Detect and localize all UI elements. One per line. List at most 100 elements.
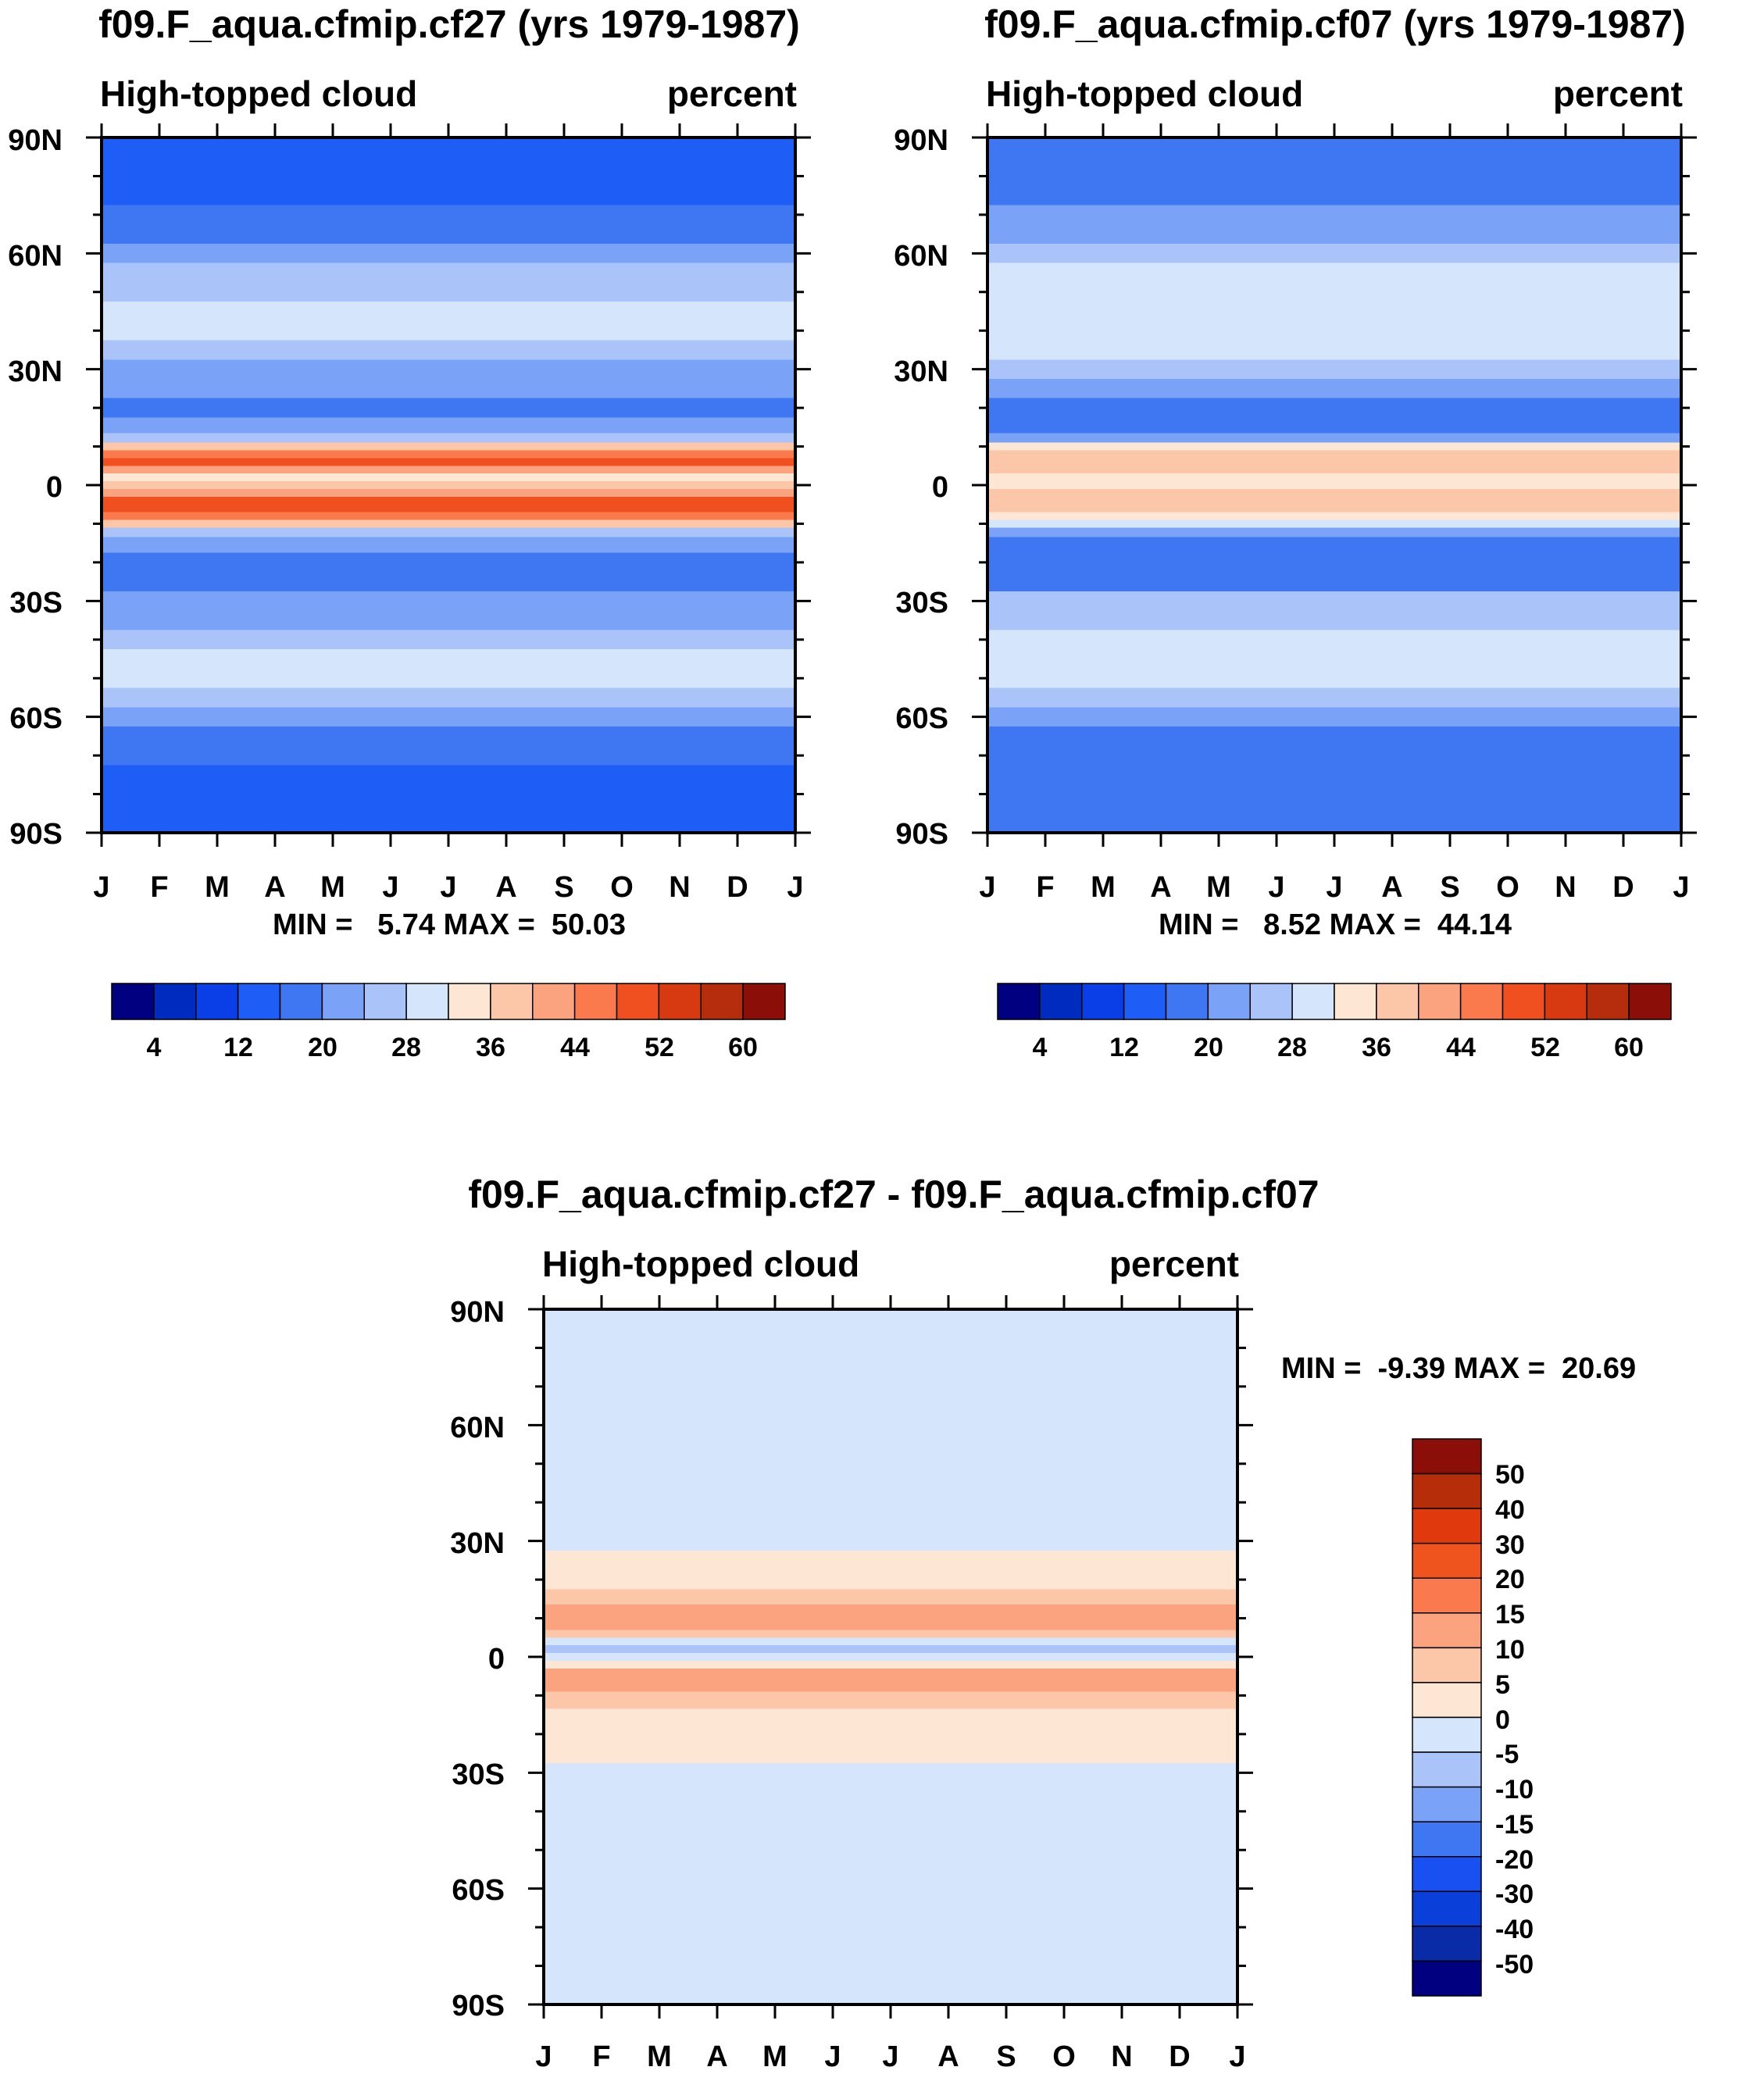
panel3-xlabel: J [824, 2040, 841, 2073]
panel2-xlabel: J [979, 871, 995, 904]
panel2-colorbar-labels: 4 12 20 28 36 44 52 60 [1033, 1033, 1644, 1062]
panel1-left-label: High-topped cloud [100, 73, 417, 114]
colorbar-swatch [1412, 1890, 1482, 1927]
panel2-xlabel: J [1268, 871, 1284, 904]
panel3-cbar-label: 30 [1495, 1530, 1525, 1560]
panel3-ticks [528, 1295, 1253, 2019]
panel2-cbar-label: 28 [1277, 1033, 1307, 1062]
colorbar-swatch [1165, 983, 1209, 1020]
panel3-ylabel-90s: 90S [452, 1990, 505, 2022]
panel1-title: f09.F_aqua.cfmip.cf27 (yrs 1979-1987) [98, 2, 800, 46]
panel1-xlabel: J [93, 871, 109, 904]
panel-cf27: f09.F_aqua.cfmip.cf27 (yrs 1979-1987) Hi… [8, 2, 811, 1062]
colorbar-swatch [1412, 1542, 1482, 1579]
colorbar-swatch [1502, 983, 1546, 1020]
panel1-xlabel: A [495, 871, 516, 904]
colorbar-swatch [405, 983, 449, 1020]
colorbar-swatch [997, 983, 1041, 1020]
panel3-xlabel: S [996, 2040, 1016, 2073]
colorbar-swatch [111, 983, 155, 1020]
panel3-ylabel-30n: 30N [450, 1527, 505, 1560]
panel3-colorbar-labels: 50 40 30 20 15 10 5 0 -5 -10 -15 -20 -30… [1495, 1460, 1534, 1979]
panel1-cbar-label: 12 [223, 1033, 253, 1062]
panel3-cbar-label: 15 [1495, 1600, 1525, 1630]
panel2-ylabel-30s: 30S [895, 587, 948, 619]
colorbar-swatch [616, 983, 660, 1020]
colorbar-swatch [153, 983, 197, 1020]
panel3-title: f09.F_aqua.cfmip.cf27 - f09.F_aqua.cfmip… [468, 1173, 1319, 1216]
panel2-ylabel-60s: 60S [895, 702, 948, 735]
panel3-cbar-label: 0 [1495, 1705, 1510, 1735]
panel3-cbar-label: 10 [1495, 1635, 1525, 1665]
panel2-xlabel: M [1091, 871, 1116, 904]
panel2-xlabel: F [1036, 871, 1054, 904]
panel2-cbar-label: 52 [1530, 1033, 1560, 1062]
colorbar-swatch [1412, 1577, 1482, 1614]
panel2-xlabel: N [1555, 871, 1576, 904]
panel1-cbar-label: 60 [728, 1033, 758, 1062]
colorbar-swatch [1412, 1821, 1482, 1858]
colorbar-swatch [700, 983, 744, 1020]
panel3-cbar-label: 50 [1495, 1460, 1525, 1490]
panel2-cbar-label: 60 [1614, 1033, 1644, 1062]
panel3-cbar-label: -50 [1495, 1950, 1534, 1979]
panel2-right-label: percent [1553, 73, 1683, 114]
panel1-xlabel: F [150, 871, 168, 904]
panel1-cbar-label: 20 [308, 1033, 337, 1062]
panel-cf07: f09.F_aqua.cfmip.cf07 (yrs 1979-1987) Hi… [894, 2, 1697, 1062]
panel1-stats: MIN = 5.74 MAX = 50.03 [273, 908, 626, 941]
panel2-xlabel: J [1673, 871, 1689, 904]
panel2-left-label: High-topped cloud [986, 73, 1303, 114]
panel3-cbar-label: -15 [1495, 1810, 1534, 1840]
panel3-stats: MIN = -9.39 MAX = 20.69 [1281, 1352, 1636, 1385]
panel2-ylabel-0: 0 [932, 471, 948, 504]
panel1-ylabel-60s: 60S [9, 702, 62, 735]
panel2-ylabel-90n: 90N [894, 124, 948, 157]
colorbar-swatch [490, 983, 534, 1020]
colorbar-swatch [1412, 1647, 1482, 1683]
colorbar-swatch [742, 983, 786, 1020]
panel3-xlabel: M [762, 2040, 787, 2073]
panel1-cbar-label: 44 [560, 1033, 590, 1062]
panel1-ylabel-0: 0 [46, 471, 62, 504]
panel1-xlabel: O [610, 871, 634, 904]
colorbar-swatch [1291, 983, 1335, 1020]
colorbar-swatch [1628, 983, 1672, 1020]
panel3-xlabel: A [937, 2040, 959, 2073]
panel1-ylabel-30s: 30S [9, 587, 62, 619]
panel2-xlabel: A [1381, 871, 1402, 904]
colorbar-swatch [1412, 1926, 1482, 1962]
colorbar-swatch [1412, 1856, 1482, 1893]
panel3-cbar-label: 5 [1495, 1670, 1510, 1700]
panel2-cbar-label: 36 [1362, 1033, 1391, 1062]
panel3-xlabel: D [1169, 2040, 1190, 2073]
panel3-xlabel: N [1111, 2040, 1132, 2073]
panel1-xlabel: S [554, 871, 573, 904]
panel3-cbar-label: 20 [1495, 1565, 1525, 1594]
panel3-contour-field [544, 1309, 1237, 2004]
panel-difference: f09.F_aqua.cfmip.cf27 - f09.F_aqua.cfmip… [450, 1173, 1636, 2073]
panel3-xlabels: J F M A M J J A S O N D J [535, 2040, 1245, 2073]
panel1-right-label: percent [667, 73, 797, 114]
panel3-cbar-label: 40 [1495, 1495, 1525, 1525]
panel3-colorbar [1412, 1438, 1482, 1997]
panel2-ylabel-30n: 30N [894, 355, 948, 388]
panel1-cbar-label: 28 [391, 1033, 421, 1062]
panel1-contour-field [102, 137, 795, 833]
panel3-right-label: percent [1109, 1244, 1239, 1284]
panel1-colorbar [111, 983, 786, 1020]
panel3-xlabel: J [1229, 2040, 1245, 2073]
panel1-cbar-label: 52 [645, 1033, 674, 1062]
panel2-cbar-label: 44 [1446, 1033, 1476, 1062]
panel3-ylabel-60n: 60N [450, 1412, 505, 1444]
panel2-ylabel-60n: 60N [894, 240, 948, 273]
panel1-xlabel: M [205, 871, 230, 904]
colorbar-swatch [1544, 983, 1587, 1020]
colorbar-swatch [1412, 1786, 1482, 1822]
panel1-colorbar-labels: 4 12 20 28 36 44 52 60 [147, 1033, 758, 1062]
panel2-xlabel: O [1496, 871, 1519, 904]
colorbar-swatch [1207, 983, 1251, 1020]
panel3-cbar-label: -5 [1495, 1740, 1519, 1769]
colorbar-swatch [1412, 1508, 1482, 1544]
